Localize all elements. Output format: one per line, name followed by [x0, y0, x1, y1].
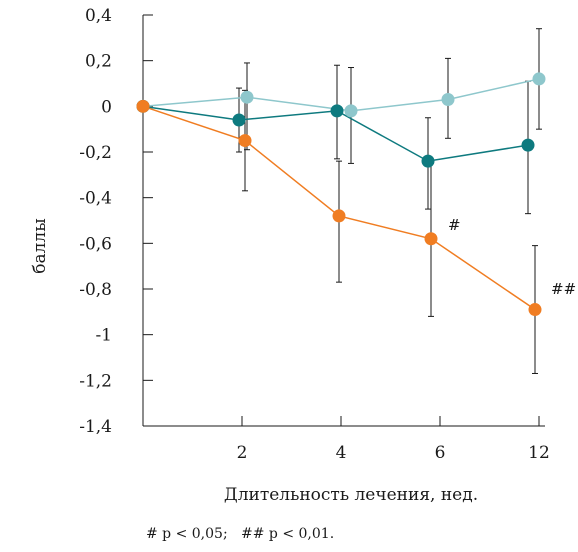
data-points	[136, 72, 546, 317]
data-point	[330, 104, 344, 118]
error-bars	[236, 28, 542, 374]
y-tick-label: 0,4	[85, 6, 112, 26]
significance-annotation: #	[448, 216, 461, 234]
x-axis-title: Длительность лечения, нед.	[224, 485, 478, 505]
data-point	[421, 154, 435, 168]
annotations: ###	[448, 216, 576, 298]
x-tick-label: 2	[237, 443, 248, 463]
y-tick-label: -0,8	[79, 280, 112, 300]
data-point	[240, 90, 254, 104]
y-tick-label: 0,2	[85, 52, 112, 72]
y-tick-label: -0,4	[79, 189, 112, 209]
data-point	[136, 99, 150, 113]
x-tick-label: 6	[435, 443, 446, 463]
data-point	[238, 134, 252, 148]
data-point	[532, 72, 546, 86]
axes: 0,4 0,2 0 -0,2 -0,4 -0,6 -0,8 -1 -1,2 -1,4 2 4 6 12 Дл…	[30, 6, 550, 505]
data-point	[424, 232, 438, 246]
y-tick-label: 0	[101, 97, 112, 117]
data-point	[521, 138, 535, 152]
data-point	[232, 113, 246, 127]
data-point	[332, 209, 346, 223]
data-point	[441, 92, 455, 106]
x-tick-label: 12	[528, 443, 550, 463]
y-tick-label: -1	[95, 326, 112, 346]
x-tick-label: 4	[336, 443, 347, 463]
y-axis-title: баллы	[30, 218, 50, 274]
y-tick-label: -1,4	[79, 417, 112, 437]
data-point	[344, 104, 358, 118]
significance-annotation: ##	[551, 280, 576, 298]
y-tick-label: -0,6	[79, 234, 112, 254]
y-tick-label: -1,2	[79, 371, 112, 391]
footnote: # p < 0,05; ## p < 0,01.	[146, 526, 335, 542]
y-tick-label: -0,2	[79, 143, 112, 163]
data-point	[528, 303, 542, 317]
